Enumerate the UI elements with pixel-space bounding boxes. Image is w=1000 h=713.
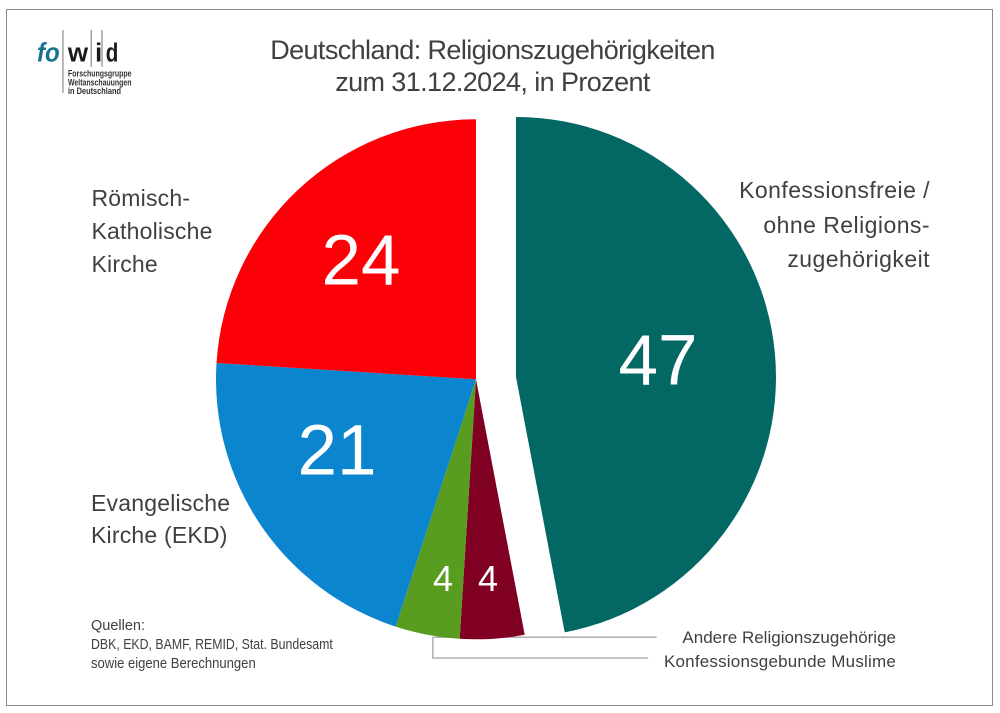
- svg-text:in Deutschland: in Deutschland: [68, 86, 121, 96]
- svg-text:i: i: [95, 40, 102, 68]
- svg-text:Forschungsgruppe: Forschungsgruppe: [68, 68, 132, 78]
- svg-text:d: d: [106, 40, 119, 68]
- svg-text:fo: fo: [37, 38, 60, 68]
- svg-text:Weltanschauungen: Weltanschauungen: [68, 77, 132, 87]
- svg-text:w: w: [67, 40, 88, 68]
